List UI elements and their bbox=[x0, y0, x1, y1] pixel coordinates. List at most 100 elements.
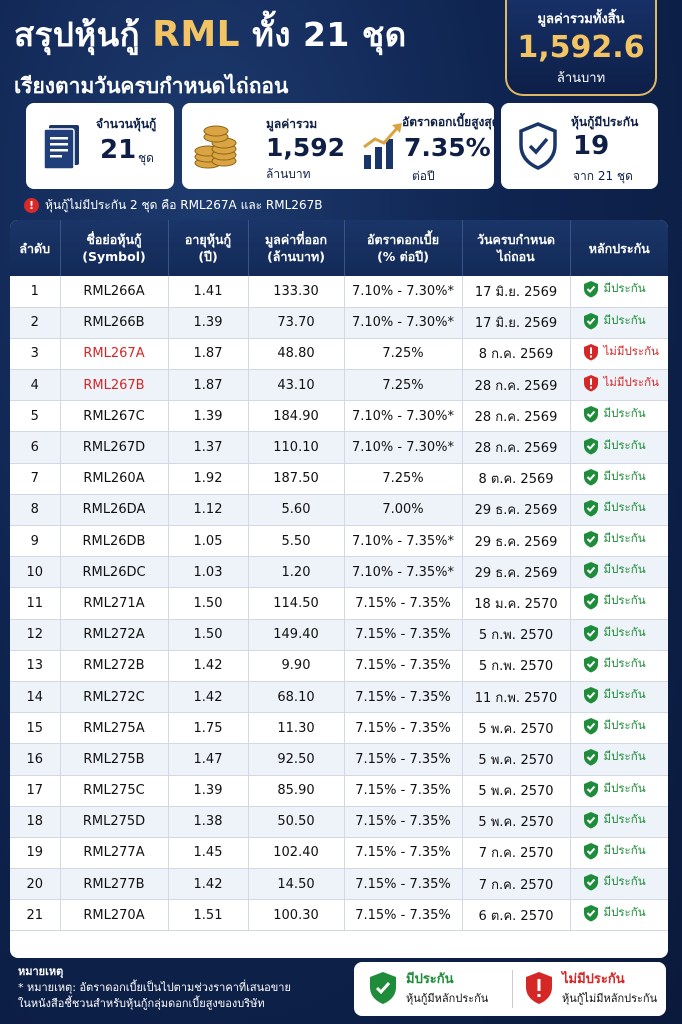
status-secured: มีประกัน bbox=[583, 312, 646, 330]
card-count-unit: ชุด bbox=[138, 151, 154, 165]
cell-collateral: มีประกัน bbox=[570, 587, 668, 620]
table-header-row: ลำดับ ชื่อย่อหุ้นกู้ (Symbol) อายุหุ้นกู้… bbox=[10, 220, 668, 276]
cell-amount: 11.30 bbox=[248, 712, 345, 745]
status-label: มีประกัน bbox=[603, 593, 646, 608]
cell-tenor: 1.42 bbox=[168, 868, 249, 901]
cell-symbol: RML275A bbox=[60, 712, 169, 745]
cell-symbol: RML267D bbox=[60, 431, 169, 464]
table-row: 3 RML267A 1.87 48.80 7.25% 8 ก.ค. 2569 ไม่มีปร… bbox=[10, 338, 668, 371]
cell-amount: 5.60 bbox=[248, 494, 345, 527]
table-row: 5 RML267C 1.39 184.90 7.10% - 7.30%* 28 ก.ค. … bbox=[10, 400, 668, 433]
cell-collateral: มีประกัน bbox=[570, 494, 668, 527]
cell-maturity: 29 ธ.ค. 2569 bbox=[462, 494, 571, 527]
cell-tenor: 1.39 bbox=[168, 775, 249, 807]
col-header-collateral: หลักประกัน bbox=[588, 240, 650, 256]
warning-text: หุ้นกู้ไม่มีประกัน 2 ชุด คือ RML267A และ… bbox=[45, 198, 323, 212]
cell-symbol: RML267C bbox=[60, 400, 169, 433]
shield-check-icon bbox=[583, 562, 598, 579]
status-label: มีประกัน bbox=[603, 874, 646, 889]
cell-amount: 1.20 bbox=[248, 556, 345, 589]
shield-check-icon bbox=[583, 531, 598, 548]
cell-amount: 43.10 bbox=[248, 369, 345, 402]
cell-symbol: RML266A bbox=[60, 276, 169, 308]
cell-maturity: 29 ธ.ค. 2569 bbox=[462, 556, 571, 589]
cell-no: 7 bbox=[10, 463, 61, 495]
card-rate-label: อัตราดอกเบี้ยสูงสุด bbox=[402, 115, 494, 129]
cell-collateral: มีประกัน bbox=[570, 400, 668, 433]
shield-check-icon bbox=[583, 655, 598, 673]
status-label: ไม่มีประกัน bbox=[603, 375, 659, 390]
legend-secured-title: มีประกัน bbox=[406, 972, 454, 987]
card-rate-value: 7.35% bbox=[404, 133, 491, 162]
cell-amount: 73.70 bbox=[248, 307, 345, 339]
cell-tenor: 1.03 bbox=[168, 556, 249, 589]
cell-collateral: มีประกัน bbox=[570, 743, 668, 776]
card-secured-unit: จาก 21 ชุด bbox=[573, 169, 633, 183]
cell-tenor: 1.51 bbox=[168, 899, 249, 932]
cell-amount: 68.10 bbox=[248, 681, 345, 714]
shield-alert-icon bbox=[583, 343, 598, 361]
header: สรุปหุ้นกู้ RML ทั้ง 21 ชุด เรียงตามวันค… bbox=[14, 14, 494, 103]
cell-rate: 7.15% - 7.35% bbox=[344, 775, 463, 807]
cell-tenor: 1.42 bbox=[168, 650, 249, 682]
table-row: 11 RML271A 1.50 114.50 7.15% - 7.35% 18 ม.ค. … bbox=[10, 587, 668, 620]
page-subtitle: เรียงตามวันครบกำหนดไถ่ถอน bbox=[14, 74, 289, 98]
cell-maturity: 5 พ.ค. 2570 bbox=[462, 775, 571, 807]
cell-maturity: 28 ก.ค. 2569 bbox=[462, 400, 571, 433]
cell-symbol: RML26DC bbox=[60, 556, 169, 589]
status-label: มีประกัน bbox=[603, 531, 646, 546]
shield-check-icon bbox=[519, 122, 557, 170]
cell-maturity: 5 พ.ค. 2570 bbox=[462, 712, 571, 745]
cell-amount: 85.90 bbox=[248, 775, 345, 807]
total-value-badge: มูลค่ารวมทั้งสิ้น 1,592.6 ล้านบาท bbox=[505, 0, 657, 96]
legend: มีประกัน หุ้นกู้มีหลักประกัน ไม่มีประกัน… bbox=[354, 962, 666, 1016]
status-secured: มีประกัน bbox=[583, 405, 646, 423]
cell-tenor: 1.05 bbox=[168, 525, 249, 558]
status-secured: มีประกัน bbox=[583, 811, 646, 829]
status-label: มีประกัน bbox=[603, 624, 646, 639]
shield-check-icon bbox=[583, 437, 598, 455]
summary-cards: จำนวนหุ้นกู้ 21 ชุด มูลค่ารวม 1,592.6 ล้… bbox=[26, 103, 658, 189]
cell-tenor: 1.92 bbox=[168, 463, 249, 495]
cell-tenor: 1.50 bbox=[168, 587, 249, 620]
status-secured: มีประกัน bbox=[583, 780, 646, 798]
legend-unsecured-desc: หุ้นกู้ไม่มีหลักประกัน bbox=[562, 992, 658, 1005]
cell-maturity: 28 ก.ค. 2569 bbox=[462, 431, 571, 464]
card-rate: อัตราดอกเบี้ยสูงสุด 7.35% ต่อปี bbox=[346, 103, 494, 189]
status-label: มีประกัน bbox=[603, 312, 646, 327]
cell-rate: 7.15% - 7.35% bbox=[344, 681, 463, 714]
table-row: 10 RML26DC 1.03 1.20 7.10% - 7.35%* 29 ธ.ค. 2… bbox=[10, 556, 668, 589]
cell-tenor: 1.37 bbox=[168, 431, 249, 464]
cell-tenor: 1.39 bbox=[168, 400, 249, 433]
cell-collateral: มีประกัน bbox=[570, 681, 668, 714]
table-row: 18 RML275D 1.38 50.50 7.15% - 7.35% 5 พ.ค. 25… bbox=[10, 806, 668, 838]
status-secured: มีประกัน bbox=[583, 437, 646, 455]
cell-rate: 7.00% bbox=[344, 494, 463, 527]
total-label: มูลค่ารวมทั้งสิ้น bbox=[537, 12, 625, 27]
cell-symbol: RML267A bbox=[60, 338, 169, 371]
cell-no: 10 bbox=[10, 556, 61, 589]
cell-tenor: 1.42 bbox=[168, 681, 249, 714]
cell-maturity: 29 ธ.ค. 2569 bbox=[462, 525, 571, 558]
shield-check-icon bbox=[583, 905, 598, 922]
title-brand: RML bbox=[152, 14, 241, 55]
cell-symbol: RML275C bbox=[60, 775, 169, 807]
cell-maturity: 11 ก.พ. 2570 bbox=[462, 681, 571, 714]
shield-alert-icon bbox=[583, 375, 598, 392]
cell-symbol: RML277B bbox=[60, 868, 169, 901]
exclamation-icon: ! bbox=[24, 198, 39, 213]
bonds-table: ลำดับ ชื่อย่อหุ้นกู้ (Symbol) อายุหุ้นกู้… bbox=[10, 220, 668, 958]
shield-check-icon bbox=[583, 624, 598, 642]
cell-rate: 7.10% - 7.30%* bbox=[344, 431, 463, 464]
legend-unsecured-title: ไม่มีประกัน bbox=[562, 972, 625, 987]
cell-amount: 102.40 bbox=[248, 837, 345, 870]
cell-maturity: 17 มิ.ย. 2569 bbox=[462, 307, 571, 339]
cell-collateral: มีประกัน bbox=[570, 463, 668, 495]
cell-no: 8 bbox=[10, 494, 61, 527]
warning-note: ! หุ้นกู้ไม่มีประกัน 2 ชุด คือ RML267A แ… bbox=[24, 196, 322, 215]
card-secured-label: หุ้นกู้มีประกัน bbox=[571, 115, 639, 129]
cell-tenor: 1.45 bbox=[168, 837, 249, 870]
cell-collateral: มีประกัน bbox=[570, 899, 668, 932]
cell-tenor: 1.75 bbox=[168, 712, 249, 745]
status-label: มีประกัน bbox=[603, 655, 646, 670]
